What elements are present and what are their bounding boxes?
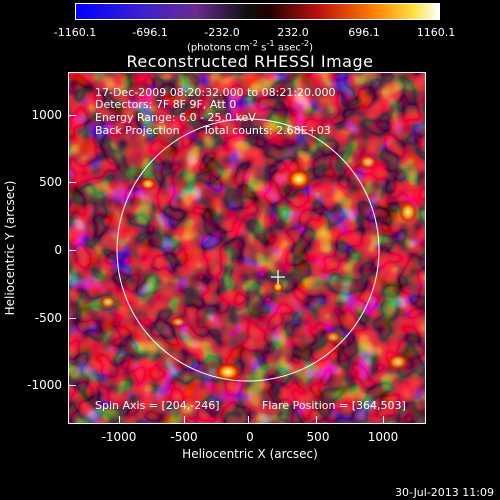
y-axis-title: Heliocentric Y (arcsec) (3, 180, 17, 316)
time-range-text: 17-Dec-2009 08:20:32.000 to 08:21:20.000 (95, 86, 336, 99)
x-tick-mark (316, 416, 317, 424)
colorbar-tick: 1160.1 (416, 26, 456, 39)
y-tick-mark (68, 115, 76, 116)
x-tick-label: -500 (170, 430, 198, 444)
x-tick-label: 0 (246, 430, 254, 444)
y-tick-label: 0 (54, 243, 62, 257)
x-tick-label: -1000 (101, 430, 137, 444)
colorbar-tick: -232.0 (204, 26, 240, 39)
date-stamp: 30-Jul-2013 11:09 (394, 486, 494, 499)
y-tick-label: -500 (34, 311, 62, 325)
spin-axis-text: Spin Axis = [204,-246] (95, 399, 220, 412)
hot-spots (99, 154, 418, 382)
y-tick-label: 500 (39, 175, 62, 189)
image-title: Reconstructed RHESSI Image (126, 52, 374, 71)
colorbar-unit-label: (photons cm-2 s-1 asec-2) (186, 38, 314, 54)
spin-axis-cross (271, 270, 285, 284)
colorbar (75, 3, 440, 20)
method-text: Back Projection (95, 124, 180, 137)
x-axis-title: Heliocentric X (arcsec) (182, 447, 318, 461)
colorbar-tick: -1160.1 (53, 26, 97, 39)
x-tick-label: 500 (306, 430, 330, 444)
y-tick-mark (68, 250, 76, 251)
energy-range-text: Energy Range: 6.0 - 25.0 keV (95, 111, 256, 124)
plot-frame (68, 72, 426, 424)
y-tick-label: -1000 (27, 378, 62, 392)
detectors-text: Detectors: 7F 8F 9F, Att 0 (95, 98, 237, 111)
colorbar-tick: -696.1 (132, 26, 168, 39)
x-tick-mark (119, 416, 120, 424)
colorbar-tick: 696.1 (348, 26, 380, 39)
y-tick-label: 1000 (31, 108, 62, 122)
y-tick-mark (68, 385, 76, 386)
flare-position-text: Flare Position = [364,503] (262, 399, 406, 412)
x-tick-mark (184, 416, 185, 424)
total-counts-text: Total counts: 2.68E+03 (203, 124, 331, 137)
rhessi-image (68, 72, 426, 424)
x-tick-label: 1000 (367, 430, 399, 444)
solar-limb (116, 118, 380, 382)
x-tick-mark (383, 416, 384, 424)
y-tick-mark (68, 318, 76, 319)
colorbar-tick: 232.0 (277, 26, 309, 39)
y-tick-mark (68, 182, 76, 183)
x-tick-mark (248, 416, 249, 424)
